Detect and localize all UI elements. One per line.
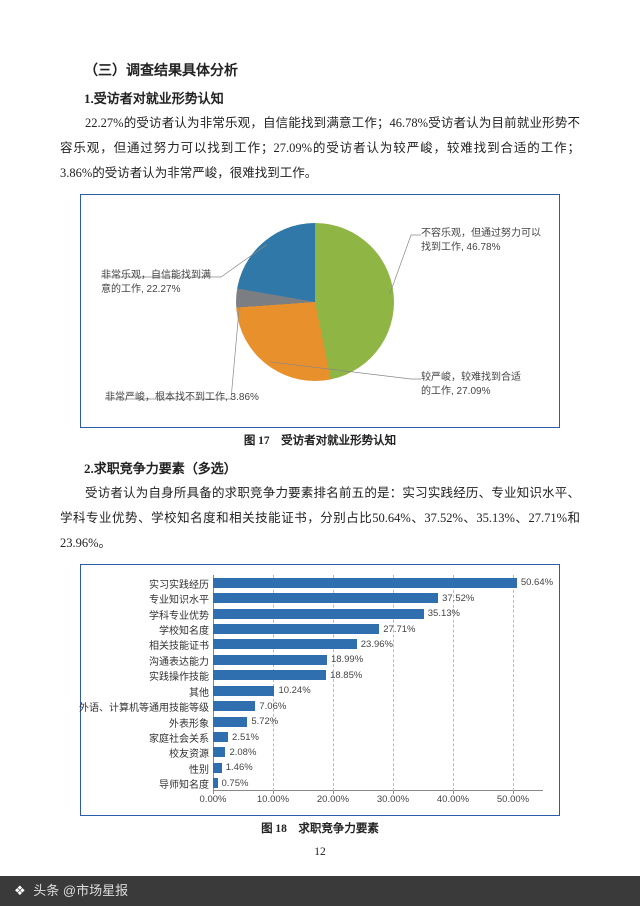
bar-caption: 图 18 求职竞争力要素 bbox=[60, 820, 580, 836]
bar-category-label: 实践操作技能 bbox=[79, 668, 209, 683]
sub-heading-1: 1.受访者对就业形势认知 bbox=[84, 88, 580, 107]
bar-row: 23.96% bbox=[213, 639, 393, 649]
bar bbox=[213, 701, 255, 711]
bar-value-label: 18.99% bbox=[331, 654, 363, 665]
bar-category-label: 学校知名度 bbox=[79, 622, 209, 637]
x-tick-label: 40.00% bbox=[437, 794, 469, 805]
bar-row: 35.13% bbox=[213, 609, 460, 619]
bar-value-label: 27.71% bbox=[383, 624, 415, 635]
pie-label: 较严峻，较难找到合适的工作, 27.09% bbox=[421, 371, 521, 399]
sub-heading-2: 2.求职竞争力要素（多选） bbox=[84, 458, 580, 477]
pie-caption: 图 17 受访者对就业形势认知 bbox=[60, 432, 580, 448]
bar-plot: 0.00%10.00%20.00%30.00%40.00%50.00%50.64… bbox=[213, 575, 543, 791]
bar bbox=[213, 578, 517, 588]
bar bbox=[213, 624, 379, 634]
pie-label: 非常乐观，自信能找到满意的工作, 22.27% bbox=[101, 269, 211, 297]
bar-row: 27.71% bbox=[213, 624, 415, 634]
bar-chart-box: 0.00% 10.00% 20.00% 30.00% 40.00% 50.00% 50.64… bbox=[80, 564, 560, 816]
x-tick-label: 0.00% bbox=[200, 794, 227, 805]
bar-category-label: 专业知识水平 bbox=[79, 591, 209, 606]
x-tick-label: 50.00% bbox=[497, 794, 529, 805]
bar-value-label: 23.96% bbox=[361, 639, 393, 650]
bar-category-label: 相关技能证书 bbox=[79, 637, 209, 652]
bar bbox=[213, 686, 274, 696]
bar bbox=[213, 639, 357, 649]
bar bbox=[213, 717, 247, 727]
bar-category-label: 外表形象 bbox=[79, 715, 209, 730]
page-number: 12 bbox=[60, 846, 580, 858]
paragraph-2: 受访者认为自身所具备的求职竞争力要素排名前五的是：实习实践经历、专业知识水平、学… bbox=[60, 481, 580, 556]
bar bbox=[213, 747, 225, 757]
bar-value-label: 5.72% bbox=[251, 716, 278, 727]
bar bbox=[213, 732, 228, 742]
bar bbox=[213, 655, 327, 665]
pie-label: 非常严峻，根本找不到工作, 3.86% bbox=[105, 391, 259, 405]
bar-category-label: 沟通表达能力 bbox=[79, 653, 209, 668]
pie-label: 不容乐观，但通过努力可以找到工作, 46.78% bbox=[421, 227, 541, 255]
paragraph-1: 22.27%的受访者认为非常乐观，自信能找到满意工作；46.78%受访者认为目前… bbox=[60, 111, 580, 186]
bar bbox=[213, 593, 438, 603]
bar-value-label: 1.46% bbox=[226, 762, 253, 773]
bar bbox=[213, 670, 326, 680]
bar-value-label: 50.64% bbox=[521, 577, 553, 588]
headline-icon: ❖ bbox=[14, 883, 26, 898]
bar-value-label: 18.85% bbox=[330, 670, 362, 681]
bar-category-label: 外语、计算机等通用技能等级 bbox=[79, 699, 209, 714]
bar-row: 0.75% bbox=[213, 778, 248, 788]
bar-row: 1.46% bbox=[213, 763, 253, 773]
footer-text: 头条 @市场星报 bbox=[33, 883, 128, 898]
bar-value-label: 2.08% bbox=[229, 747, 256, 758]
bar-row: 37.52% bbox=[213, 593, 474, 603]
bar-row: 18.85% bbox=[213, 670, 362, 680]
bar-value-label: 10.24% bbox=[278, 685, 310, 696]
x-tick-label: 30.00% bbox=[377, 794, 409, 805]
pie-chart-box: 不容乐观，但通过努力可以找到工作, 46.78% 较严峻，较难找到合适的工作, 2… bbox=[80, 194, 560, 428]
bar-value-label: 7.06% bbox=[259, 701, 286, 712]
bar-row: 2.51% bbox=[213, 732, 259, 742]
bar-value-label: 35.13% bbox=[428, 608, 460, 619]
bar-chart: 0.00% 10.00% 20.00% 30.00% 40.00% 50.00% 50.64… bbox=[81, 565, 559, 815]
bar-category-label: 其他 bbox=[79, 684, 209, 699]
bar-row: 7.06% bbox=[213, 701, 286, 711]
bar-value-label: 0.75% bbox=[222, 778, 249, 789]
bar-row: 2.08% bbox=[213, 747, 256, 757]
bar-category-label: 校友资源 bbox=[79, 745, 209, 760]
bar-category-label: 导师知名度 bbox=[79, 776, 209, 791]
x-tick-label: 20.00% bbox=[317, 794, 349, 805]
bar bbox=[213, 609, 424, 619]
pie-chart: 不容乐观，但通过努力可以找到工作, 46.78% 较严峻，较难找到合适的工作, 2… bbox=[81, 195, 559, 427]
bar-row: 5.72% bbox=[213, 717, 278, 727]
bar-row: 18.99% bbox=[213, 655, 363, 665]
bar bbox=[213, 778, 218, 788]
section-heading: （三）调查结果具体分析 bbox=[84, 60, 580, 80]
footer-bar: ❖ 头条 @市场星报 bbox=[0, 876, 640, 906]
bar-category-label: 家庭社会关系 bbox=[79, 730, 209, 745]
bar-row: 10.24% bbox=[213, 686, 311, 696]
bar-category-label: 学科专业优势 bbox=[79, 607, 209, 622]
bar-value-label: 2.51% bbox=[232, 732, 259, 743]
bar-category-label: 性别 bbox=[79, 761, 209, 776]
bar-row: 50.64% bbox=[213, 578, 553, 588]
bar bbox=[213, 763, 222, 773]
x-tick-label: 10.00% bbox=[257, 794, 289, 805]
bar-value-label: 37.52% bbox=[442, 593, 474, 604]
bar-category-label: 实习实践经历 bbox=[79, 576, 209, 591]
